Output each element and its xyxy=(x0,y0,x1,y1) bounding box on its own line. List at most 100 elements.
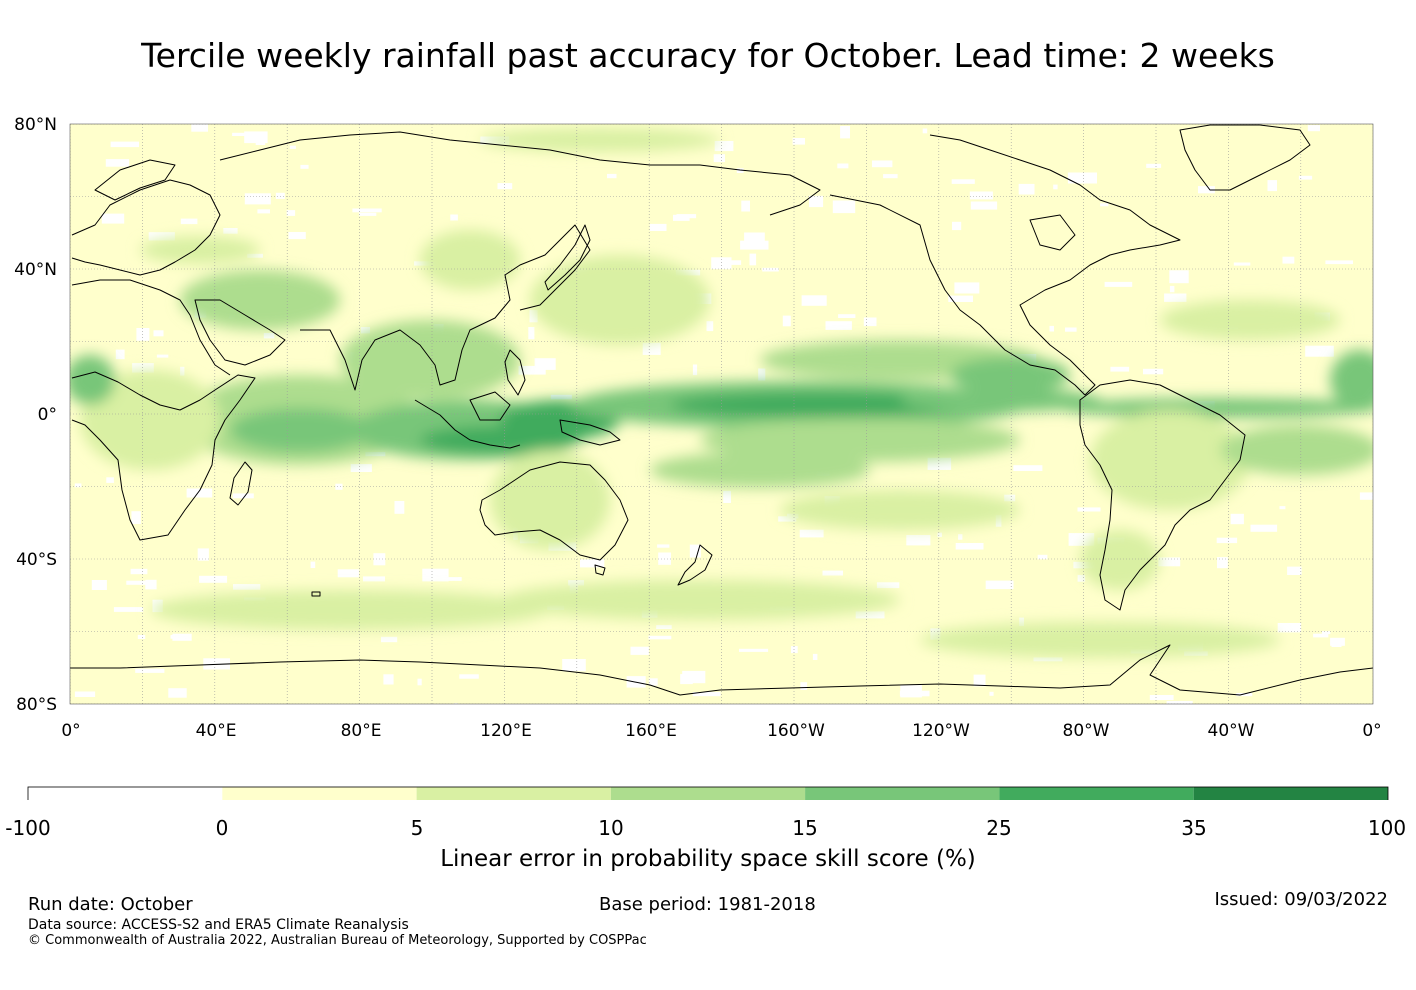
negative-skill-cell xyxy=(263,333,275,339)
colorbar-segment xyxy=(28,787,223,800)
lat-label: 80°N xyxy=(14,115,57,135)
negative-skill-cell xyxy=(1217,557,1228,569)
negative-skill-cell xyxy=(74,691,96,697)
negative-skill-cell xyxy=(680,674,693,685)
colorbar-tick: 5 xyxy=(410,816,424,840)
colorbar-segment xyxy=(805,787,1000,800)
coastlines xyxy=(70,124,1373,696)
negative-skill-cell xyxy=(130,568,148,575)
negative-skill-cell xyxy=(223,228,238,234)
negative-skill-cell xyxy=(180,366,185,376)
colorbar-tick: 15 xyxy=(792,816,818,840)
negative-skill-cell xyxy=(951,179,975,184)
negative-skill-cell xyxy=(1019,617,1024,626)
negative-skill-cell xyxy=(838,314,856,318)
lon-label: 80°E xyxy=(341,721,382,741)
negative-skill-cell xyxy=(101,213,125,224)
negative-skill-cell xyxy=(1033,657,1063,662)
negative-skill-cell xyxy=(257,209,270,214)
negative-skill-cell xyxy=(1359,492,1373,500)
colorbar-tick: 35 xyxy=(1181,816,1207,840)
negative-skill-cell xyxy=(782,315,791,327)
negative-skill-cell xyxy=(300,164,309,169)
negative-skill-cell xyxy=(137,634,146,639)
skill-bands xyxy=(70,128,1373,658)
lon-label: 40°W xyxy=(1208,721,1255,741)
negative-skill-cell xyxy=(255,139,266,145)
negative-skill-cell xyxy=(153,330,164,337)
negative-skill-cell xyxy=(985,580,1014,590)
negative-skill-cell xyxy=(417,678,422,686)
negative-skill-cell xyxy=(381,636,398,643)
negative-skill-cell xyxy=(360,327,370,334)
negative-skill-cell xyxy=(832,200,856,214)
negative-skill-cell xyxy=(562,659,586,672)
negative-skill-cell xyxy=(1233,262,1251,266)
negative-skill-cell xyxy=(440,577,462,581)
lon-label: 40°E xyxy=(196,721,237,741)
negative-skill-cell xyxy=(876,582,900,589)
negative-skill-cell xyxy=(656,625,672,629)
negative-skill-cell xyxy=(1013,465,1043,471)
colorbar-tick: 0 xyxy=(215,816,229,840)
negative-skill-cell xyxy=(145,579,157,590)
negative-skill-cell xyxy=(459,674,479,679)
negative-skill-cell xyxy=(497,183,513,190)
negative-skill-cell xyxy=(800,682,808,690)
negative-skill-cell xyxy=(1279,506,1286,510)
negative-skill-cell xyxy=(607,173,617,179)
negative-skill-cell xyxy=(288,232,306,240)
map-frame xyxy=(69,123,1374,705)
negative-skill-cell xyxy=(534,358,556,370)
negative-skill-cell xyxy=(1053,184,1058,190)
negative-skill-cell xyxy=(1104,281,1133,287)
negative-skill-cell xyxy=(247,253,263,258)
negative-skill-cell xyxy=(383,674,394,685)
negative-skill-cell xyxy=(1307,125,1320,132)
negative-skill-cell xyxy=(711,257,732,270)
negative-skill-cell xyxy=(1143,368,1164,375)
negative-skill-cell xyxy=(952,221,962,231)
negative-skill-cell xyxy=(1164,293,1187,302)
negative-skill-cell xyxy=(580,559,605,568)
negative-skill-cell xyxy=(649,223,667,231)
negative-skill-cell xyxy=(197,548,209,561)
negative-skill-cell xyxy=(74,483,82,488)
negative-skill-cell xyxy=(1230,513,1244,525)
negative-skill-cell xyxy=(648,635,672,640)
negative-skill-cell xyxy=(740,240,769,250)
negative-skill-cell xyxy=(350,464,372,472)
negative-skill-cell xyxy=(337,569,359,578)
lat-label: 80°S xyxy=(16,695,57,715)
negative-skill-cell xyxy=(1250,524,1278,532)
negative-skill-cell xyxy=(958,534,963,540)
negative-skill-cell xyxy=(233,584,261,590)
negative-skill-cell xyxy=(741,200,750,212)
negative-skill-cell xyxy=(1158,557,1181,567)
chart-title: Tercile weekly rainfall past accuracy fo… xyxy=(141,36,1275,75)
negative-skill-cell xyxy=(642,342,661,355)
negative-skill-cell xyxy=(714,141,734,152)
negative-skill-cell xyxy=(528,327,535,340)
negative-skill-cell xyxy=(1110,366,1130,372)
negative-skill-cell xyxy=(676,214,697,219)
negative-skill-cell xyxy=(955,543,984,550)
lat-label: 40°S xyxy=(16,550,57,570)
negative-skill-cell xyxy=(568,580,584,586)
colorbar-tick: 100 xyxy=(1367,816,1407,840)
negative-skill-cell xyxy=(335,483,343,490)
longitude-labels: 0° 40°E 80°E 120°E 160°E 160°W 120°W 80°… xyxy=(61,721,1381,741)
negative-skill-cell xyxy=(872,160,893,168)
negative-skill-cell xyxy=(969,191,993,200)
negative-skill-cell xyxy=(970,201,998,210)
negative-skill-cell xyxy=(1298,175,1313,180)
colorbar-segment xyxy=(610,787,806,800)
negative-skill-cell xyxy=(199,575,228,583)
negative-skill-cell xyxy=(148,232,175,241)
negative-skill-cell xyxy=(1037,554,1048,560)
negative-skill-cell xyxy=(1018,183,1035,195)
colorbar-tick: -100 xyxy=(5,816,51,840)
negative-skill-cell xyxy=(762,267,779,272)
negative-skill-cell xyxy=(135,668,165,673)
negative-skill-cell xyxy=(1325,260,1353,265)
